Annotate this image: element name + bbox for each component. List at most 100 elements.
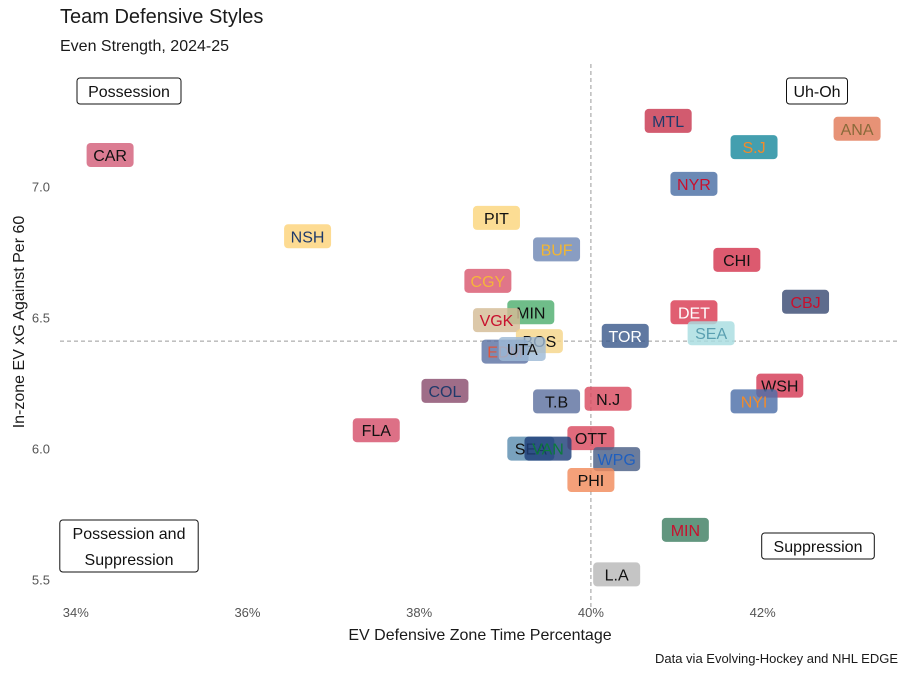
team-label-box bbox=[533, 237, 581, 262]
team-label: PIT bbox=[484, 211, 509, 228]
quadrant-text: Suppression bbox=[85, 552, 174, 569]
team-label: DET bbox=[678, 305, 710, 322]
team-label-box bbox=[670, 300, 718, 325]
team-point-phi: PHI bbox=[567, 468, 615, 493]
team-label-box bbox=[730, 389, 778, 414]
team-label: MIN bbox=[516, 305, 545, 322]
team-point-vgk: VGK bbox=[472, 308, 520, 333]
team-label: UTA bbox=[507, 342, 538, 359]
team-label: BUF bbox=[541, 242, 573, 259]
x-tick-label: 34% bbox=[63, 605, 89, 620]
quadrant-box bbox=[59, 519, 199, 573]
team-label-box bbox=[533, 389, 581, 414]
team-label: NYI bbox=[741, 394, 768, 411]
team-label: CAR bbox=[93, 148, 127, 165]
team-point-nyr: NYR bbox=[670, 171, 718, 196]
team-label-box bbox=[421, 378, 469, 403]
team-label: VGK bbox=[480, 313, 514, 330]
team-label-box bbox=[284, 224, 332, 249]
team-label-box bbox=[464, 268, 512, 293]
team-point-nyi: NYI bbox=[730, 389, 778, 414]
team-label: MTL bbox=[652, 114, 684, 131]
team-label-box bbox=[593, 562, 641, 587]
team-label: S.J bbox=[742, 140, 765, 157]
y-tick-label: 7.0 bbox=[32, 179, 50, 194]
team-point-la: L.A bbox=[593, 562, 641, 587]
team-label-box bbox=[584, 386, 632, 411]
team-point-min: MIN bbox=[661, 517, 709, 542]
team-label: VAN bbox=[532, 442, 564, 459]
team-label: TOR bbox=[609, 329, 642, 346]
team-label: PHI bbox=[578, 473, 605, 490]
team-point-pit: PIT bbox=[472, 205, 520, 230]
y-tick-label: 5.5 bbox=[32, 573, 50, 588]
quadrant-box bbox=[786, 77, 848, 105]
x-tick-label: 40% bbox=[578, 605, 604, 620]
team-point-ott: OTT bbox=[567, 426, 615, 451]
quadrant-box bbox=[761, 532, 875, 560]
chart-title: Team Defensive Styles bbox=[60, 6, 264, 28]
team-label-box bbox=[644, 108, 692, 133]
team-label-box bbox=[601, 323, 649, 348]
x-axis-title: EV Defensive Zone Time Percentage bbox=[348, 627, 611, 644]
team-label-box bbox=[833, 116, 881, 141]
team-label: N.J bbox=[596, 392, 620, 409]
team-point-col: COL bbox=[421, 378, 469, 403]
team-point-tb: T.B bbox=[533, 389, 581, 414]
team-label-box bbox=[687, 321, 735, 346]
team-label: CBJ bbox=[790, 295, 820, 312]
team-label: WPG bbox=[598, 452, 636, 469]
team-point-van: VAN bbox=[524, 436, 572, 461]
team-label: NSH bbox=[291, 229, 325, 246]
quadrant-text: Possession bbox=[88, 84, 170, 101]
team-point-ana: ANA bbox=[833, 116, 881, 141]
team-point-nsh: NSH bbox=[284, 224, 332, 249]
team-label: FLA bbox=[362, 423, 392, 440]
team-label: SEA bbox=[695, 326, 727, 343]
team-points: CARNSHPITBUFCGYMINVGKBOSEDMUTACOLFLAT.BN… bbox=[86, 108, 881, 587]
team-point-mtl: MTL bbox=[644, 108, 692, 133]
team-point-chi: CHI bbox=[713, 247, 761, 272]
x-tick-label: 38% bbox=[406, 605, 432, 620]
team-label: MIN bbox=[671, 523, 700, 540]
team-label-box bbox=[524, 436, 572, 461]
team-label-box bbox=[567, 468, 615, 493]
quadrant-text: Uh-Oh bbox=[793, 84, 840, 101]
y-axis-title: In-zone EV xG Against Per 60 bbox=[11, 216, 28, 429]
team-point-cbj: CBJ bbox=[782, 289, 830, 314]
y-tick-label: 6.5 bbox=[32, 311, 50, 326]
team-label: L.A bbox=[605, 567, 629, 584]
team-label-box bbox=[86, 142, 134, 167]
x-axis-ticks: 34% 36% 38% 40% 42% bbox=[63, 605, 776, 620]
team-label-box bbox=[593, 447, 641, 472]
quadrant-label-top-left: Possession bbox=[76, 77, 182, 105]
team-label-box bbox=[730, 135, 778, 160]
quadrant-labels: Possession Uh-Oh Possession and Suppression… bbox=[59, 77, 875, 573]
quadrant-label-bottom-right: Suppression bbox=[761, 532, 875, 560]
team-point-sea: SEA bbox=[687, 321, 735, 346]
team-label-box bbox=[661, 517, 709, 542]
quadrant-text: Suppression bbox=[774, 539, 863, 556]
team-point-cgy: CGY bbox=[464, 268, 512, 293]
team-label-box bbox=[670, 171, 718, 196]
team-point-sj: S.J bbox=[730, 135, 778, 160]
team-label-box bbox=[713, 247, 761, 272]
y-tick-label: 6.0 bbox=[32, 442, 50, 457]
chart-caption: Data via Evolving-Hockey and NHL EDGE bbox=[654, 651, 898, 666]
team-point-tor: TOR bbox=[601, 323, 649, 348]
team-point-fla: FLA bbox=[352, 418, 400, 443]
team-label: COL bbox=[428, 384, 461, 401]
team-point-nj: N.J bbox=[584, 386, 632, 411]
team-point-car: CAR bbox=[86, 142, 134, 167]
team-label-box bbox=[352, 418, 400, 443]
quadrant-label-top-right: Uh-Oh bbox=[786, 77, 848, 105]
team-label: CGY bbox=[471, 274, 506, 291]
team-label-box bbox=[782, 289, 830, 314]
y-axis-ticks: 5.5 6.0 6.5 7.0 bbox=[32, 179, 50, 587]
team-point-uta: UTA bbox=[498, 336, 546, 361]
team-label: T.B bbox=[545, 394, 568, 411]
team-label: OTT bbox=[575, 431, 607, 448]
team-label: ANA bbox=[841, 122, 874, 139]
team-point-buf: BUF bbox=[533, 237, 581, 262]
